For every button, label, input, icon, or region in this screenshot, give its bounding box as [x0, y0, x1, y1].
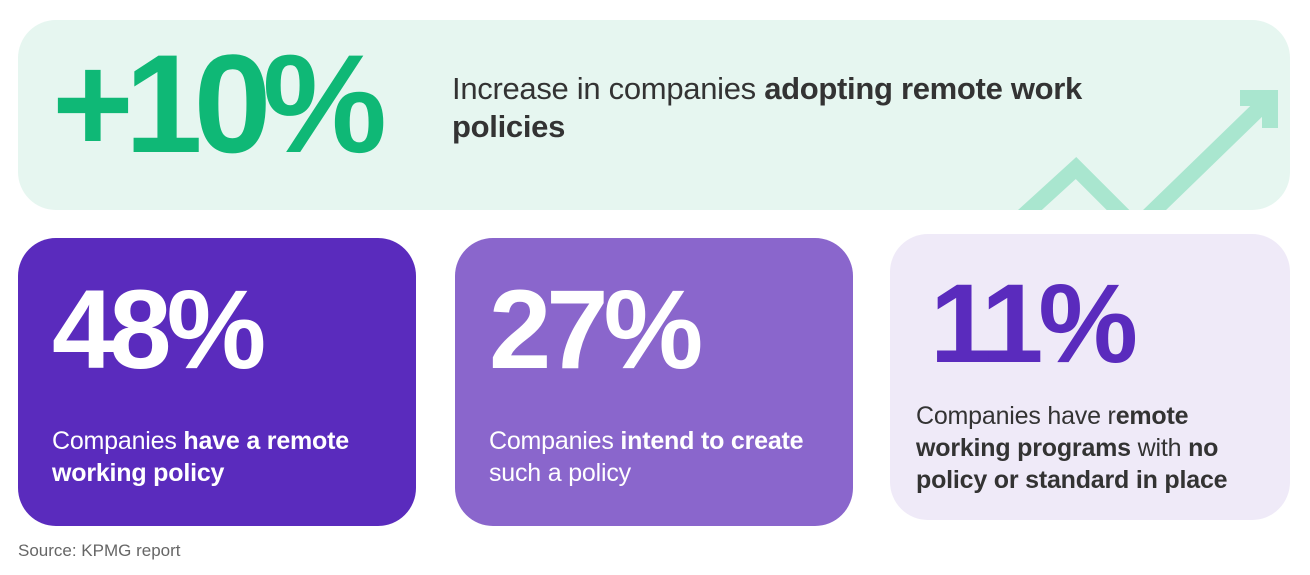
card-text-bold-2: no policy or standard in place	[916, 434, 1228, 494]
card-text-bold: emote working programs	[916, 402, 1189, 462]
card-stat: 27%	[489, 267, 703, 392]
stat-card-policy: 48% Companies have a remote working poli…	[18, 238, 416, 526]
stat-card-intend: 27% Companies intend to create such a po…	[455, 238, 853, 526]
card-text-plain: Companies	[52, 427, 184, 455]
highlight-banner: +10% Increase in companies adopting remo…	[18, 20, 1290, 210]
card-text-bold: have a remote working policy	[52, 427, 349, 487]
card-text-plain: Companies have r	[916, 402, 1116, 430]
card-description: Companies intend to create such a policy	[489, 425, 834, 489]
card-description: Companies have remote working programs w…	[916, 400, 1276, 496]
card-text-plain-2: such a policy	[489, 459, 631, 487]
banner-stat: +10%	[52, 25, 387, 182]
card-text-plain-2: with	[1130, 434, 1189, 462]
source-note: Source: KPMG report	[18, 541, 181, 560]
card-text-bold: intend to create	[620, 427, 804, 455]
trend-up-arrow-icon	[1018, 90, 1278, 210]
stat-card-no-policy: 11% Companies have remote working progra…	[890, 234, 1290, 520]
banner-text-bold: adopting remote work policies	[452, 71, 1082, 144]
banner-text-plain: Increase in companies	[452, 71, 765, 106]
card-text-plain: Companies	[489, 427, 621, 455]
card-description: Companies have a remote working policy	[52, 425, 397, 489]
card-stat: 48%	[52, 267, 266, 392]
banner-description: Increase in companies adopting remote wo…	[452, 70, 1152, 146]
card-stat: 11%	[930, 261, 1138, 386]
